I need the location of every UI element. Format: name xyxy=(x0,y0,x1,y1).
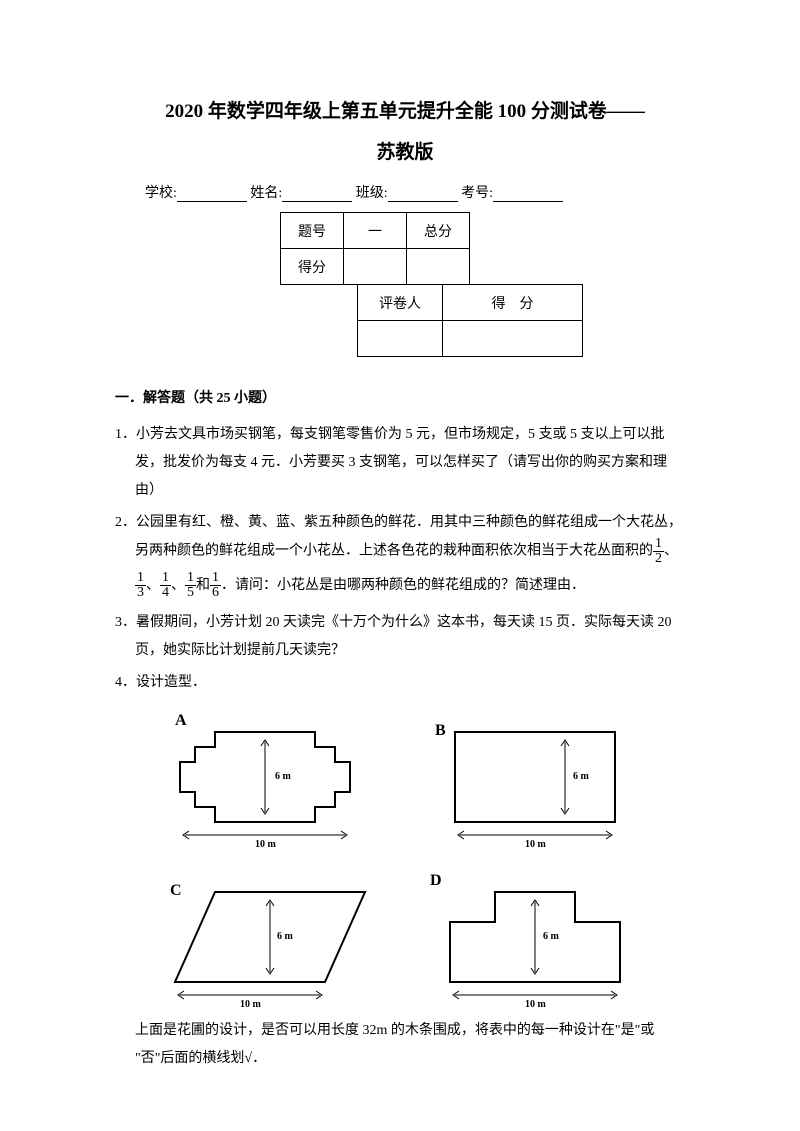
label-name: 姓名: xyxy=(250,186,282,201)
q1-line3: 由） xyxy=(115,477,695,505)
q2-line1: 公园里有红、橙、黄、蓝、紫五种颜色的鲜花．用其中三种颜色的鲜花组成一个大花丛， xyxy=(136,515,682,530)
frac-1-6: 16 xyxy=(210,571,221,600)
cell-tihao: 题号 xyxy=(281,213,344,249)
dim-h-b: 6 m xyxy=(573,771,590,782)
q2-line2a: 另两种颜色的鲜花组成一个小花丛．上述各色花的栽种面积依次相当于大花丛面积的 xyxy=(135,544,653,559)
q4-note1: 上面是花圃的设计，是否可以用长度 32m 的木条围成，将表中的每一种设计在"是"… xyxy=(115,1017,695,1045)
score-table-top: 题号 一 总分 得分 xyxy=(280,212,470,285)
blank-class[interactable] xyxy=(388,188,458,202)
diagram-b: B 6 m 10 m xyxy=(415,707,655,847)
cell-blank3[interactable] xyxy=(358,321,443,357)
diagram-d: D 6 m 10 m xyxy=(415,867,655,1007)
frac-1-3: 13 xyxy=(135,571,146,600)
blank-name[interactable] xyxy=(282,188,352,202)
question-2: 2．公园里有红、橙、黄、蓝、紫五种颜色的鲜花．用其中三种颜色的鲜花组成一个大花丛… xyxy=(115,509,695,605)
cell-blank4[interactable] xyxy=(443,321,583,357)
score-table-bottom: 评卷人 得 分 xyxy=(357,284,583,357)
dim-h-d: 6 m xyxy=(543,931,560,942)
cell-pingjuanren: 评卷人 xyxy=(358,285,443,321)
blank-id[interactable] xyxy=(493,188,563,202)
label-school: 学校: xyxy=(145,186,177,201)
q2-and: 和 xyxy=(196,578,210,593)
q2-end: ．请问：小花丛是由哪两种颜色的鲜花组成的？简述理由． xyxy=(221,578,585,593)
dim-w-d: 10 m xyxy=(525,999,547,1007)
label-id: 考号: xyxy=(461,186,493,201)
q1-line2: 发，批发价为每支 4 元．小芳要买 3 支钢笔，可以怎样买了（请写出你的购买方案… xyxy=(115,449,695,477)
frac-1-2: 12 xyxy=(653,537,664,566)
diagram-a: A 6 m 10 m xyxy=(155,707,395,847)
q3-num: 3． xyxy=(115,609,136,637)
q2-num: 2． xyxy=(115,509,136,537)
blank-school[interactable] xyxy=(177,188,247,202)
dim-w-c: 10 m xyxy=(240,999,262,1007)
q4-text: 设计造型． xyxy=(136,675,206,690)
score-tables-wrap: 题号 一 总分 得分 评卷人 得 分 xyxy=(115,212,695,357)
q2-sep2: 、 xyxy=(171,578,185,593)
label-b: B xyxy=(435,722,446,740)
q3-line2: 页，她实际比计划提前几天读完？ xyxy=(115,637,695,665)
cell-blank1[interactable] xyxy=(344,249,407,285)
q1-line1: 小芳去文具市场买钢笔，每支钢笔零售价为 5 元，但市场规定，5 支或 5 支以上… xyxy=(136,427,665,442)
shape-c-svg: 6 m 10 m xyxy=(155,867,395,1007)
dim-h-a: 6 m xyxy=(275,771,292,782)
shape-b-svg: 6 m 10 m xyxy=(415,707,655,847)
cell-blank2[interactable] xyxy=(407,249,470,285)
shape-a-svg: 6 m 10 m xyxy=(155,707,395,847)
q4-note: 上面是花圃的设计，是否可以用长度 32m 的木条围成，将表中的每一种设计在"是"… xyxy=(115,1017,695,1073)
frac-1-5: 15 xyxy=(185,571,196,600)
page-title: 2020 年数学四年级上第五单元提升全能 100 分测试卷—— xyxy=(115,95,695,129)
label-c: C xyxy=(170,882,182,900)
q3-line1: 暑假期间，小芳计划 20 天读完《十万个为什么》这本书，每天读 15 页．实际每… xyxy=(136,615,672,630)
section-heading: 一．解答题（共 25 小题） xyxy=(115,387,695,407)
page-subtitle: 苏教版 xyxy=(115,137,695,164)
question-3: 3．暑假期间，小芳计划 20 天读完《十万个为什么》这本书，每天读 15 页．实… xyxy=(115,609,695,665)
diagram-grid: A 6 m 10 m B 6 m 10 m C xyxy=(115,707,695,1007)
cell-zongfen: 总分 xyxy=(407,213,470,249)
diagram-c: C 6 m 10 m xyxy=(155,867,395,1007)
cell-yi: 一 xyxy=(344,213,407,249)
q2-line2: 另两种颜色的鲜花组成一个小花丛．上述各色花的栽种面积依次相当于大花丛面积的12、 xyxy=(115,537,695,566)
dim-w-a: 10 m xyxy=(255,839,277,847)
cell-defen: 得分 xyxy=(281,249,344,285)
q2-sep0: 、 xyxy=(664,544,678,559)
q4-note2: "否"后面的横线划√． xyxy=(115,1045,695,1073)
dim-w-b: 10 m xyxy=(525,839,547,847)
label-d: D xyxy=(430,872,442,890)
frac-1-4: 14 xyxy=(160,571,171,600)
shape-d-svg: 6 m 10 m xyxy=(415,867,655,1007)
q2-sep1: 、 xyxy=(146,578,160,593)
q4-num: 4． xyxy=(115,669,136,697)
q2-line3: 13、14、15和16．请问：小花丛是由哪两种颜色的鲜花组成的？简述理由． xyxy=(115,566,695,605)
label-class: 班级: xyxy=(356,186,388,201)
label-a: A xyxy=(175,712,187,730)
student-info-line: 学校: 姓名: 班级: 考号: xyxy=(145,182,695,202)
question-4: 4．设计造型． xyxy=(115,669,695,697)
q1-num: 1． xyxy=(115,421,136,449)
question-1: 1．小芳去文具市场买钢笔，每支钢笔零售价为 5 元，但市场规定，5 支或 5 支… xyxy=(115,421,695,505)
dim-h-c: 6 m xyxy=(277,931,294,942)
cell-defen2: 得 分 xyxy=(443,285,583,321)
